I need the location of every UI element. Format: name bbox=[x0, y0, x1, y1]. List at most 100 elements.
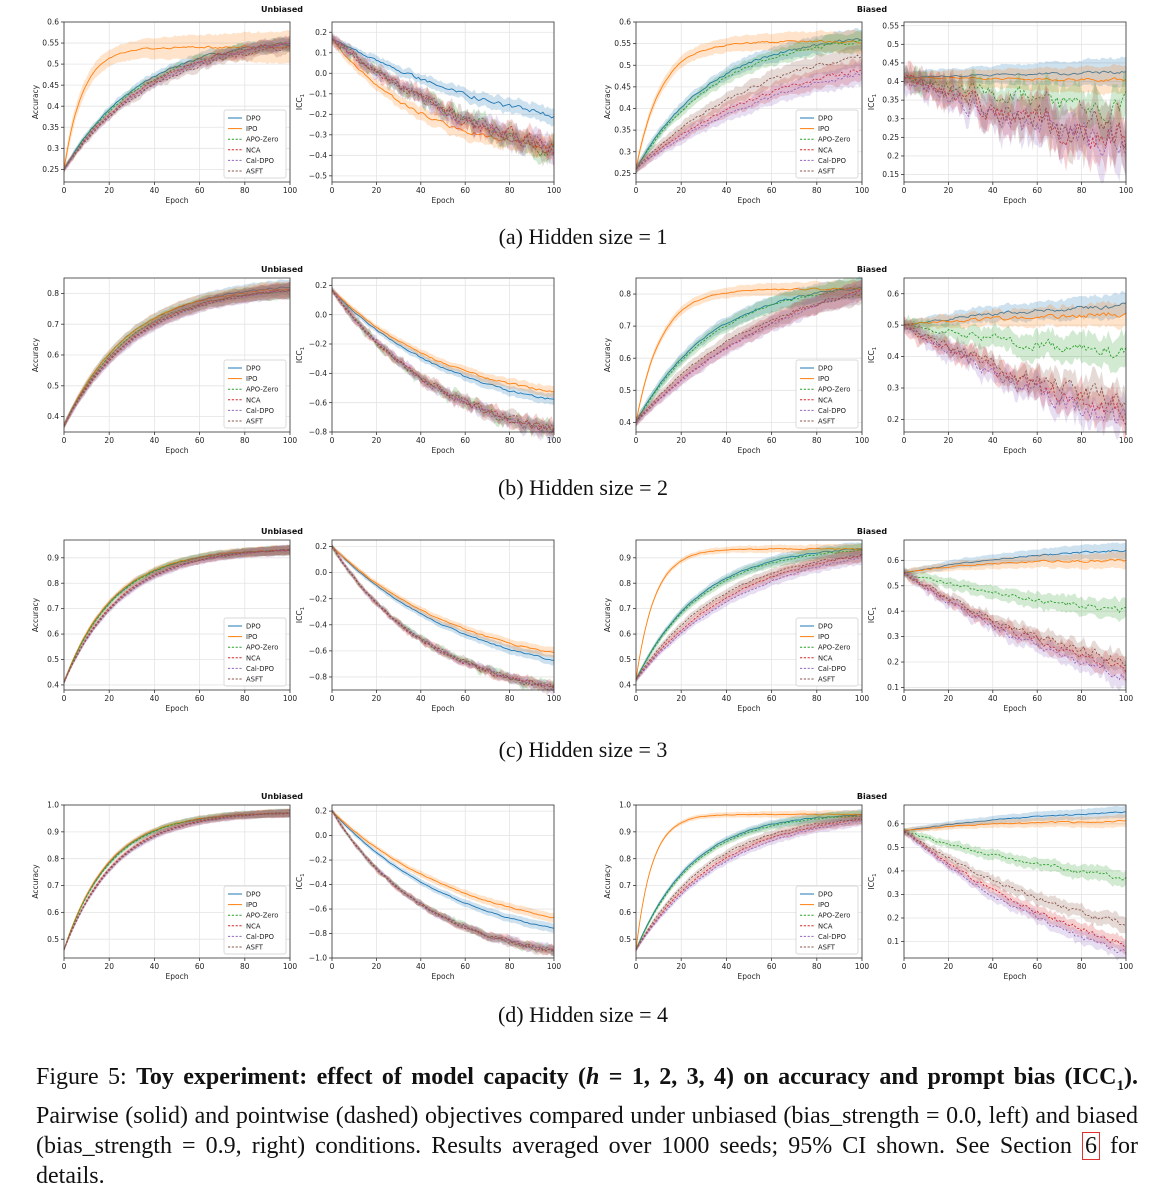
section-link[interactable]: 6 bbox=[1081, 1131, 1100, 1160]
y-tick-label: 0.45 bbox=[42, 81, 59, 90]
y-tick-label: 0.3 bbox=[887, 114, 899, 123]
series-line-ipo bbox=[635, 813, 863, 950]
plot-frame bbox=[63, 277, 291, 433]
chart-1-0: 0 20 40 60 80 100 0.4 0.5 0.6 0.7 0.8 Epoch Accuracy… bbox=[31, 265, 303, 455]
y-tick-label: 0.1 bbox=[887, 683, 899, 692]
ci-band-nca bbox=[636, 548, 862, 683]
x-tick-label: 20 bbox=[372, 962, 382, 971]
ci-band-cal-dpo bbox=[904, 567, 1126, 692]
subcaption-a: (a) Hidden size = 1 bbox=[499, 224, 668, 249]
x-tick-label: 100 bbox=[855, 186, 870, 195]
group-title: Unbiased bbox=[261, 265, 303, 274]
x-tick-label: 0 bbox=[330, 962, 335, 971]
x-axis-label: Epoch bbox=[166, 446, 189, 455]
y-axis-label: ICC1 bbox=[867, 873, 878, 889]
series-line-cal-dpo bbox=[331, 38, 555, 156]
ci-band-cal-dpo bbox=[904, 320, 1126, 441]
ci-band-apo-zero bbox=[904, 314, 1126, 374]
series-line-apo-zero bbox=[635, 287, 863, 423]
series-line-apo-zero bbox=[903, 572, 1127, 614]
y-tick-label: −0.3 bbox=[309, 130, 327, 139]
plot-frame bbox=[63, 21, 291, 183]
ci-band-apo-zero bbox=[636, 30, 862, 174]
legend-label: NCA bbox=[818, 146, 833, 154]
y-axis-label: ICC1 bbox=[867, 607, 878, 623]
caption-icc-close: ). bbox=[1124, 1064, 1139, 1090]
x-tick-label: 60 bbox=[195, 436, 205, 445]
series-line-ipo bbox=[63, 288, 291, 427]
legend-label: DPO bbox=[818, 623, 833, 631]
legend-box bbox=[223, 885, 287, 955]
series-line-cal-dpo bbox=[903, 831, 1127, 954]
caption-icc: (ICC bbox=[1055, 1064, 1117, 1090]
ci-band-asft bbox=[64, 37, 290, 173]
ci-band-nca bbox=[636, 58, 862, 174]
y-axis-label: ICC1 bbox=[295, 607, 306, 623]
x-tick-label: 40 bbox=[722, 186, 732, 195]
legend-label: DPO bbox=[246, 623, 261, 631]
y-tick-label: 0.4 bbox=[619, 681, 631, 690]
y-axis-label: ICC1 bbox=[295, 347, 306, 363]
x-tick-label: 100 bbox=[1119, 186, 1134, 195]
x-tick-label: 60 bbox=[767, 694, 777, 703]
legend-label: NCA bbox=[246, 396, 261, 404]
y-tick-label: 0.2 bbox=[315, 807, 327, 816]
x-tick-label: 0 bbox=[902, 962, 907, 971]
ci-band-dpo bbox=[636, 276, 862, 426]
legend-label: NCA bbox=[818, 396, 833, 404]
chart-1-3: 0 20 40 60 80 100 0.2 0.3 0.4 0.5 0.6 Epoch ICC1 bbox=[867, 277, 1133, 455]
legend-label: ASFT bbox=[818, 676, 836, 684]
series-line-dpo bbox=[635, 286, 863, 423]
y-tick-label: 0.55 bbox=[42, 39, 59, 48]
y-tick-label: 0.5 bbox=[619, 386, 631, 395]
legend-box bbox=[223, 109, 287, 179]
series-line-asft bbox=[331, 289, 555, 432]
legend: DPO IPO APO-Zero NCA Cal-DPO ASFT bbox=[795, 109, 859, 179]
legend-label: ASFT bbox=[818, 418, 836, 426]
x-tick-label: 20 bbox=[104, 694, 114, 703]
x-tick-label: 0 bbox=[902, 186, 907, 195]
ci-band-dpo bbox=[332, 809, 554, 934]
y-tick-label: 0.2 bbox=[887, 914, 899, 923]
y-tick-label: 0.6 bbox=[47, 351, 59, 360]
legend-label: DPO bbox=[818, 115, 833, 123]
series-line-ipo bbox=[903, 76, 1127, 82]
ci-band-dpo bbox=[332, 287, 554, 406]
x-tick-label: 60 bbox=[767, 962, 777, 971]
subcaption-c: (c) Hidden size = 3 bbox=[499, 737, 668, 762]
y-tick-label: 0.45 bbox=[882, 59, 899, 68]
x-tick-label: 100 bbox=[283, 436, 298, 445]
y-tick-label: 0.15 bbox=[882, 170, 899, 179]
ci-band-apo-zero bbox=[636, 277, 862, 427]
series-line-nca bbox=[903, 571, 1127, 674]
ci-band-apo-zero bbox=[64, 282, 290, 429]
x-tick-label: 0 bbox=[902, 694, 907, 703]
y-tick-label: 0.6 bbox=[619, 630, 631, 639]
legend-label: ASFT bbox=[246, 168, 264, 176]
series-line-cal-dpo bbox=[331, 289, 555, 434]
y-tick-label: −0.8 bbox=[309, 428, 327, 437]
y-tick-label: 0.9 bbox=[47, 827, 59, 836]
figure-caption: Figure 5: Toy experiment: effect of mode… bbox=[36, 1062, 1138, 1191]
legend-label: APO-Zero bbox=[246, 644, 278, 652]
x-tick-label: 60 bbox=[195, 186, 205, 195]
y-tick-label: 0.5 bbox=[47, 655, 59, 664]
series-line-ipo bbox=[635, 39, 863, 170]
y-tick-label: 0.5 bbox=[619, 61, 631, 70]
group-title: Unbiased bbox=[261, 792, 303, 801]
x-tick-label: 0 bbox=[62, 694, 67, 703]
x-tick-label: 20 bbox=[104, 962, 114, 971]
x-tick-label: 100 bbox=[547, 962, 562, 971]
y-tick-label: −0.8 bbox=[309, 673, 327, 682]
y-tick-label: 0.6 bbox=[887, 289, 899, 298]
x-tick-label: 60 bbox=[195, 962, 205, 971]
x-tick-label: 100 bbox=[547, 694, 562, 703]
y-tick-label: 0.5 bbox=[619, 935, 631, 944]
series-line-dpo bbox=[331, 289, 555, 400]
y-tick-label: 0.9 bbox=[619, 553, 631, 562]
legend-box bbox=[795, 885, 859, 955]
y-tick-label: 0.7 bbox=[619, 881, 631, 890]
x-tick-label: 40 bbox=[416, 436, 426, 445]
y-tick-label: −0.5 bbox=[309, 171, 327, 180]
ci-band-apo-zero bbox=[904, 65, 1126, 143]
